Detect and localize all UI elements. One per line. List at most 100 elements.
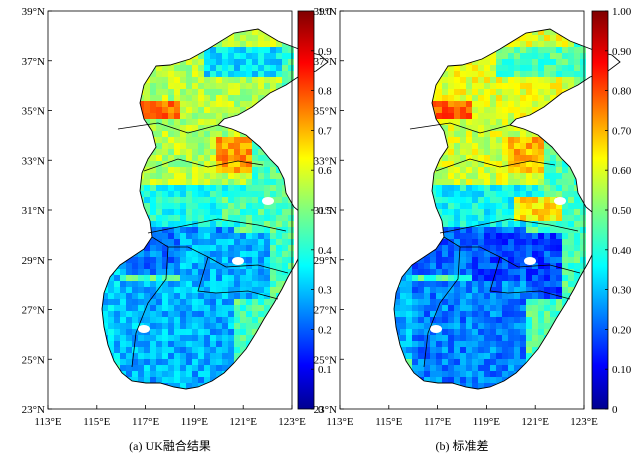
heatmap-cell: [496, 221, 502, 227]
heatmap-cell: [574, 203, 580, 209]
heatmap-cell: [216, 113, 222, 119]
heatmap-cell: [574, 197, 580, 203]
heatmap-cell: [496, 281, 502, 287]
heatmap-cell: [424, 311, 430, 317]
heatmap-cell: [568, 77, 574, 83]
heatmap-cell: [144, 341, 150, 347]
heatmap-cell: [192, 257, 198, 263]
heatmap-cell: [532, 41, 538, 47]
heatmap-cell: [448, 83, 454, 89]
heatmap-cell: [520, 107, 526, 113]
heatmap-cell: [264, 161, 270, 167]
heatmap-cell: [162, 233, 168, 239]
heatmap-cell: [556, 179, 562, 185]
heatmap-cell: [222, 305, 228, 311]
heatmap-cell: [156, 257, 162, 263]
heatmap-cell: [144, 371, 150, 377]
y-tick-label: 25°N: [22, 354, 45, 366]
heatmap-cell: [454, 269, 460, 275]
heatmap-cell: [538, 203, 544, 209]
heatmap-cell: [204, 191, 210, 197]
heatmap-cell: [532, 203, 538, 209]
heatmap-cell: [288, 77, 294, 83]
heatmap-cell: [514, 107, 520, 113]
heatmap-cell: [276, 77, 282, 83]
heatmap-cell: [442, 125, 448, 131]
heatmap-cell: [490, 59, 496, 65]
heatmap-cell: [442, 191, 448, 197]
heatmap-cell: [276, 47, 282, 53]
heatmap-cell: [150, 371, 156, 377]
heatmap-cell: [270, 173, 276, 179]
heatmap-cell: [174, 71, 180, 77]
heatmap-cell: [156, 95, 162, 101]
heatmap-cell: [276, 59, 282, 65]
heatmap-cell: [264, 281, 270, 287]
heatmap-cell: [186, 341, 192, 347]
heatmap-cell: [216, 197, 222, 203]
heatmap-cell: [156, 365, 162, 371]
heatmap-cell: [240, 179, 246, 185]
heatmap-cell: [264, 41, 270, 47]
heatmap-cell: [144, 89, 150, 95]
heatmap-cell: [282, 275, 288, 281]
heatmap-cell: [162, 215, 168, 221]
heatmap-cell: [484, 263, 490, 269]
heatmap-cell: [180, 383, 186, 389]
heatmap-cell: [114, 353, 120, 359]
heatmap-cell: [502, 269, 508, 275]
heatmap-cell: [168, 359, 174, 365]
heatmap-cell: [264, 275, 270, 281]
heatmap-cell: [276, 275, 282, 281]
heatmap-cell: [568, 179, 574, 185]
province-border: [225, 264, 289, 274]
heatmap-cell: [496, 305, 502, 311]
heatmap-cell: [562, 83, 568, 89]
heatmap-cell: [126, 317, 132, 323]
heatmap-cell: [210, 299, 216, 305]
heatmap-cell: [508, 251, 514, 257]
heatmap-cell: [180, 143, 186, 149]
heatmap-cell: [150, 347, 156, 353]
heatmap-cell: [192, 137, 198, 143]
heatmap-cell: [424, 263, 430, 269]
heatmap-cell: [490, 245, 496, 251]
heatmap-cell: [520, 227, 526, 233]
heatmap-cell: [138, 263, 144, 269]
heatmap-cell: [496, 269, 502, 275]
heatmap-cell: [442, 299, 448, 305]
heatmap-cell: [126, 335, 132, 341]
heatmap-cell: [168, 185, 174, 191]
y-tick-label: 31°N: [22, 205, 45, 217]
heatmap-cell: [174, 383, 180, 389]
heatmap-cell: [550, 191, 556, 197]
heatmap-cell: [478, 269, 484, 275]
heatmap-cell: [472, 257, 478, 263]
heatmap-cell: [288, 65, 294, 71]
heatmap-cell: [532, 323, 538, 329]
heatmap-cell: [270, 287, 276, 293]
heatmap-cell: [466, 113, 472, 119]
heatmap-cell: [252, 47, 258, 53]
heatmap-cell: [240, 53, 246, 59]
heatmap-cell: [526, 89, 532, 95]
heatmap-cell: [514, 71, 520, 77]
heatmap-cell: [246, 299, 252, 305]
heatmap-cell: [162, 89, 168, 95]
heatmap-cell: [258, 149, 264, 155]
x-tick-label: 115°E: [83, 416, 110, 428]
heatmap-cell: [210, 293, 216, 299]
heatmap-cell: [138, 269, 144, 275]
heatmap-cell: [168, 233, 174, 239]
heatmap-cell: [150, 221, 156, 227]
heatmap-cell: [240, 341, 246, 347]
heatmap-cell: [282, 59, 288, 65]
heatmap-cell: [228, 161, 234, 167]
heatmap-cell: [168, 161, 174, 167]
heatmap-cell: [442, 323, 448, 329]
heatmap-cell: [568, 65, 574, 71]
heatmap-cell: [532, 65, 538, 71]
heatmap-cell: [544, 299, 550, 305]
heatmap-cell: [210, 335, 216, 341]
heatmap-cell: [454, 299, 460, 305]
